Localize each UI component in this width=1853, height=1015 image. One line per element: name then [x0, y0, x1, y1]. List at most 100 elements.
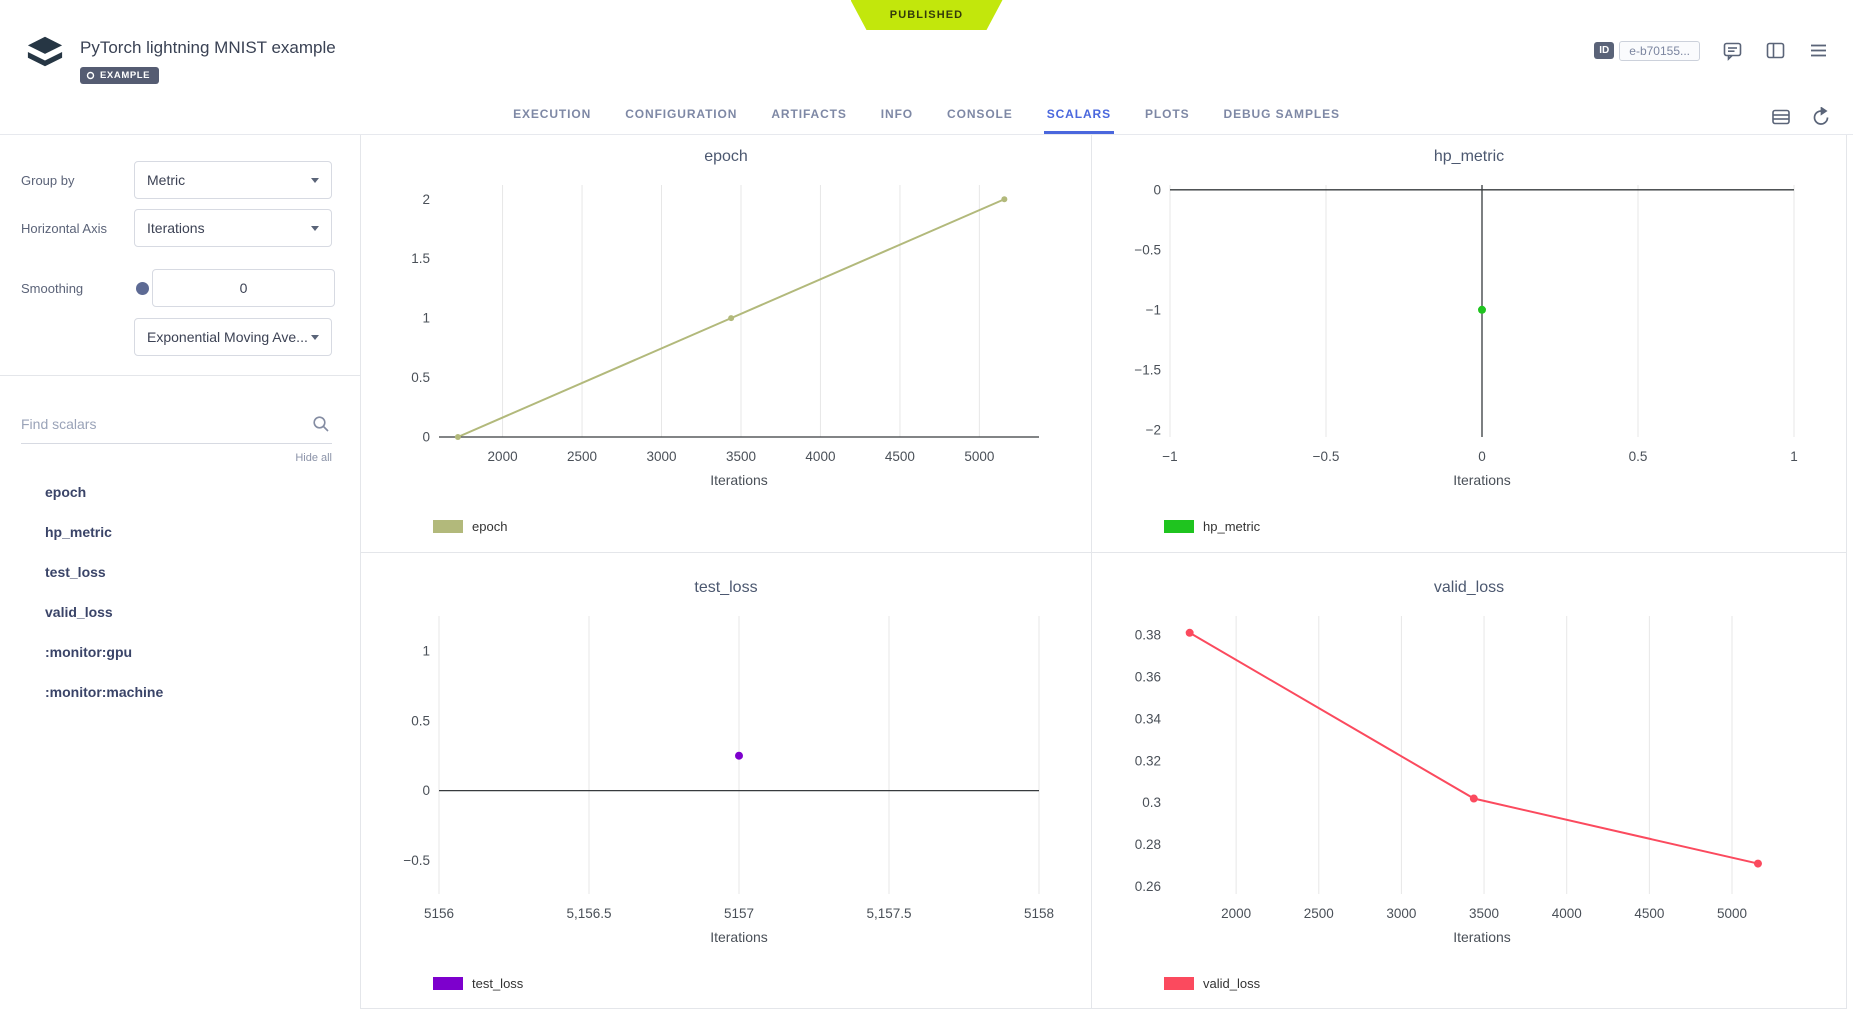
- svg-text:0.38: 0.38: [1135, 627, 1161, 642]
- hide-all-link[interactable]: Hide all: [295, 452, 332, 464]
- tab-artifacts[interactable]: ARTIFACTS: [771, 107, 847, 121]
- svg-text:4000: 4000: [1552, 906, 1582, 921]
- layout-columns-icon[interactable]: [1765, 40, 1786, 61]
- svg-text:2: 2: [422, 192, 430, 207]
- comments-icon[interactable]: [1722, 40, 1743, 61]
- chevron-down-icon: [311, 334, 319, 340]
- svg-text:3500: 3500: [1469, 906, 1499, 921]
- tab-execution[interactable]: EXECUTION: [513, 107, 592, 121]
- valid-loss-chart-plot[interactable]: 2000 2500 3000 3500 4000 4500 5000 0.26 0.28 0.3 0…: [1092, 602, 1846, 958]
- epoch-chart-plot[interactable]: 2000 2500 3000 3500 4000 4500 5000 0 0.5 1 1.5 2 Ite…: [361, 171, 1091, 501]
- svg-text:−0.5: −0.5: [1313, 449, 1340, 464]
- svg-text:0.5: 0.5: [411, 370, 430, 385]
- scalars-sidebar: Group by Metric Horizontal Axis Iteratio…: [0, 135, 360, 1015]
- svg-text:5158: 5158: [1024, 906, 1054, 921]
- test-loss-chart-plot[interactable]: 5156 5,156.5 5157 5,157.5 5158 1 0.5 0 −0.5 Itera…: [361, 602, 1091, 958]
- svg-text:0.5: 0.5: [411, 713, 430, 728]
- status-ribbon: PUBLISHED: [851, 0, 1003, 30]
- svg-text:0.26: 0.26: [1135, 879, 1161, 894]
- legend-label: hp_metric: [1203, 519, 1261, 534]
- svg-text:5156: 5156: [424, 906, 454, 921]
- legend-item[interactable]: valid_loss: [1092, 958, 1846, 1008]
- chart-card-test-loss: test_loss 5156 5,156.5 5157 5,157.5 5158 1 0.5…: [361, 553, 1092, 1009]
- svg-text:−0.5: −0.5: [403, 853, 430, 868]
- find-scalars-input[interactable]: [21, 404, 332, 444]
- svg-text:3500: 3500: [726, 449, 756, 464]
- tab-console[interactable]: CONSOLE: [947, 107, 1013, 121]
- chevron-down-icon: [311, 225, 319, 231]
- metric-item-monitor-machine[interactable]: :monitor:machine: [45, 684, 164, 700]
- scalars-chart-grid: epoch 2000 2500 3000 3500 4000 4500 5000 0 0.5 1 1…: [360, 135, 1847, 1009]
- smoothing-slider-knob[interactable]: [136, 281, 149, 295]
- example-badge-label: EXAMPLE: [100, 70, 151, 81]
- svg-text:0: 0: [422, 430, 430, 445]
- svg-text:1.5: 1.5: [411, 251, 430, 266]
- svg-text:5157: 5157: [724, 906, 754, 921]
- svg-text:0.28: 0.28: [1135, 837, 1161, 852]
- svg-text:0: 0: [1478, 449, 1486, 464]
- status-ribbon-label: PUBLISHED: [889, 9, 964, 21]
- metric-item-epoch[interactable]: epoch: [45, 484, 87, 500]
- chart-title: test_loss: [694, 579, 758, 596]
- tab-configuration[interactable]: CONFIGURATION: [625, 107, 738, 121]
- svg-text:−1: −1: [1146, 302, 1161, 317]
- group-by-select[interactable]: Metric: [134, 161, 332, 199]
- metric-item-valid-loss[interactable]: valid_loss: [45, 604, 113, 620]
- experiment-id-value[interactable]: e-b70155...: [1619, 40, 1700, 61]
- svg-text:4000: 4000: [805, 449, 835, 464]
- metric-item-test-loss[interactable]: test_loss: [45, 564, 106, 580]
- legend-swatch: [1164, 520, 1194, 533]
- legend-item[interactable]: hp_metric: [1092, 501, 1846, 552]
- svg-text:0.5: 0.5: [1629, 449, 1648, 464]
- horizontal-axis-select[interactable]: Iterations: [134, 209, 332, 247]
- svg-text:5,157.5: 5,157.5: [866, 906, 911, 921]
- table-view-icon[interactable]: [1771, 107, 1791, 127]
- svg-text:5000: 5000: [964, 449, 994, 464]
- metric-item-monitor-gpu[interactable]: :monitor:gpu: [45, 644, 133, 660]
- app-logo-icon[interactable]: [26, 34, 64, 70]
- legend-label: valid_loss: [1203, 975, 1261, 991]
- experiment-tabbar: EXECUTION CONFIGURATION ARTIFACTS INFO C…: [0, 100, 1853, 135]
- svg-text:0.36: 0.36: [1135, 669, 1161, 684]
- horizontal-axis-label: Horizontal Axis: [21, 220, 107, 236]
- svg-text:0.32: 0.32: [1135, 753, 1161, 768]
- chart-card-hp-metric: hp_metric −1 −0.5 0 0.5 1 0 −0.5 −1 −1.5 −2 Iterat…: [1092, 135, 1846, 553]
- svg-text:0.34: 0.34: [1135, 711, 1162, 726]
- svg-text:2000: 2000: [488, 449, 518, 464]
- svg-text:Iterations: Iterations: [710, 472, 768, 488]
- experiment-title: PyTorch lightning MNIST example: [80, 38, 336, 57]
- group-by-label: Group by: [21, 172, 75, 188]
- svg-text:5000: 5000: [1717, 906, 1747, 921]
- tab-debug-samples[interactable]: DEBUG SAMPLES: [1223, 107, 1340, 121]
- svg-text:0.3: 0.3: [1142, 795, 1161, 810]
- hp-metric-chart-plot[interactable]: −1 −0.5 0 0.5 1 0 −0.5 −1 −1.5 −2 Iterations: [1092, 171, 1846, 501]
- svg-text:3000: 3000: [1386, 906, 1416, 921]
- legend-swatch: [433, 976, 463, 990]
- smoothing-input[interactable]: [152, 269, 335, 307]
- svg-text:2500: 2500: [1304, 906, 1334, 921]
- legend-item[interactable]: epoch: [361, 501, 1091, 552]
- svg-text:0: 0: [422, 783, 430, 798]
- legend-swatch: [433, 520, 463, 533]
- svg-text:Iterations: Iterations: [710, 929, 768, 945]
- svg-text:1: 1: [422, 311, 430, 326]
- tab-plots[interactable]: PLOTS: [1145, 107, 1190, 121]
- svg-text:−2: −2: [1146, 422, 1161, 437]
- metric-item-hp-metric[interactable]: hp_metric: [45, 524, 112, 540]
- smoothing-method-select[interactable]: Exponential Moving Ave...: [134, 318, 332, 356]
- tab-info[interactable]: INFO: [880, 107, 914, 121]
- legend-label: epoch: [472, 519, 508, 534]
- legend-item[interactable]: test_loss: [361, 958, 1091, 1008]
- legend-label: test_loss: [472, 975, 524, 991]
- app-header: PUBLISHED PyTorch lightning MNIST exampl…: [0, 0, 1853, 100]
- svg-text:2000: 2000: [1221, 906, 1251, 921]
- tab-scalars[interactable]: SCALARS: [1043, 107, 1114, 134]
- chart-title: hp_metric: [1433, 148, 1505, 165]
- auto-refresh-icon[interactable]: [1811, 107, 1831, 127]
- chart-card-valid-loss: valid_loss 2000 2500 3000 3500 4000 4500 5000 0…: [1092, 553, 1846, 1009]
- svg-text:Iterations: Iterations: [1453, 472, 1511, 488]
- smoothing-label: Smoothing: [21, 280, 84, 296]
- menu-icon[interactable]: [1808, 40, 1829, 61]
- id-badge: ID: [1594, 42, 1615, 59]
- legend-swatch: [1164, 976, 1194, 990]
